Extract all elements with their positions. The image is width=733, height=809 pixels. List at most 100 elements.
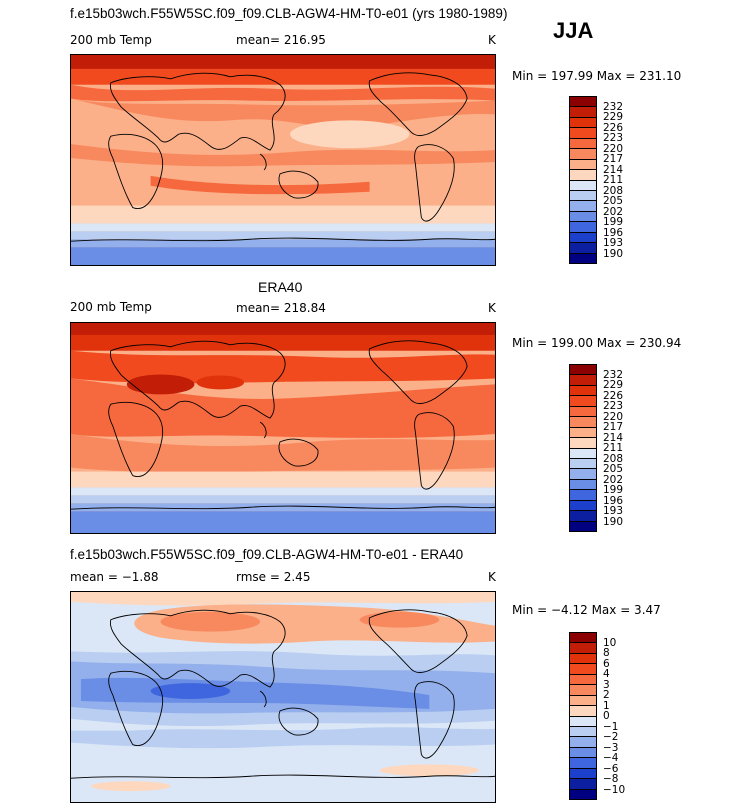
colorbar-tick-label: 190 xyxy=(603,247,624,260)
colorbar-swatch xyxy=(570,128,596,139)
colorbar-tick-label: 217 xyxy=(603,153,624,165)
colorbar-tick-label: 214 xyxy=(603,431,624,444)
colorbar-tick-label: 202 xyxy=(603,205,624,218)
colorbar-tick-label: 217 xyxy=(603,421,624,433)
colorbar-tick-label: 1 xyxy=(603,699,610,712)
colorbar-swatch xyxy=(570,396,596,407)
colorbar-tick-label: 232 xyxy=(603,100,624,113)
colorbar-tick-label: 199 xyxy=(603,484,624,496)
colorbar-tick-label: 196 xyxy=(603,226,624,239)
colorbar-tick-label: −4 xyxy=(603,752,619,764)
colorbar-swatch xyxy=(570,243,596,254)
panel3-range-label: Min = −4.12 Max = 3.47 xyxy=(512,603,661,617)
panel2-title: ERA40 xyxy=(258,279,303,295)
colorbar-swatch xyxy=(570,706,596,717)
colorbar-tick-label: 205 xyxy=(603,463,624,475)
panel1-colorbar xyxy=(569,96,597,264)
colorbar-tick-label: 205 xyxy=(603,195,624,207)
colorbar-tick-label: −10 xyxy=(603,783,626,796)
colorbar-tick-label: −8 xyxy=(603,773,619,785)
panel1-variable-label: 200 mb Temp xyxy=(70,33,152,47)
colorbar-tick-label: 8 xyxy=(603,647,610,659)
colorbar-tick-label: 226 xyxy=(603,389,624,402)
panel1-range-label: Min = 197.99 Max = 231.10 xyxy=(512,69,682,83)
colorbar-swatch xyxy=(570,253,596,263)
colorbar-swatch xyxy=(570,427,596,439)
colorbar-tick-label: 3 xyxy=(603,678,610,691)
panel2-units-label: K xyxy=(488,301,496,315)
colorbar-tick-label: 229 xyxy=(603,379,624,391)
colorbar-swatch xyxy=(570,490,596,501)
colorbar-tick-label: 220 xyxy=(603,142,624,155)
colorbar-tick-label: 208 xyxy=(603,184,624,197)
colorbar-swatch xyxy=(570,190,596,202)
colorbar-swatch xyxy=(570,159,596,171)
colorbar-swatch xyxy=(570,117,596,129)
colorbar-swatch xyxy=(570,107,596,118)
panel2-colorbar xyxy=(569,364,597,532)
colorbar-swatch xyxy=(570,653,596,665)
colorbar-tick-label: 199 xyxy=(603,216,624,228)
colorbar-tick-label: 214 xyxy=(603,163,624,176)
colorbar-swatch xyxy=(570,685,596,696)
colorbar-tick-label: 226 xyxy=(603,121,624,134)
panel3-units-label: K xyxy=(488,570,496,584)
panel2-range-label: Min = 199.00 Max = 230.94 xyxy=(512,336,682,350)
panel1-units-label: K xyxy=(488,33,496,47)
colorbar-tick-label: 2 xyxy=(603,689,610,701)
colorbar-swatch xyxy=(570,211,596,223)
colorbar-swatch xyxy=(570,385,596,397)
colorbar-tick-label: 193 xyxy=(603,505,624,517)
panel3-map xyxy=(70,591,496,803)
colorbar-tick-label: 211 xyxy=(603,174,624,186)
colorbar-tick-label: 208 xyxy=(603,452,624,465)
colorbar-swatch xyxy=(570,469,596,480)
colorbar-swatch xyxy=(570,779,596,790)
colorbar-swatch xyxy=(570,201,596,212)
colorbar-swatch xyxy=(570,170,596,181)
colorbar-tick-label: −1 xyxy=(603,720,619,733)
colorbar-tick-label: 211 xyxy=(603,442,624,454)
panel1-title: f.e15b03wch.F55W5SC.f09_f09.CLB-AGW4-HM-… xyxy=(70,6,508,21)
colorbar-tick-label: −6 xyxy=(603,762,619,775)
colorbar-swatch xyxy=(570,149,596,160)
colorbar-tick-label: 6 xyxy=(603,657,610,670)
colorbar-swatch xyxy=(570,448,596,459)
colorbar-tick-label: 229 xyxy=(603,111,624,123)
colorbar-swatch xyxy=(570,674,596,686)
panel3-colorbar xyxy=(569,632,597,800)
colorbar-tick-label: 196 xyxy=(603,494,624,507)
colorbar-swatch xyxy=(570,97,596,108)
colorbar-swatch xyxy=(570,695,596,707)
colorbar-swatch xyxy=(570,222,596,233)
colorbar-tick-label: 0 xyxy=(603,710,610,722)
colorbar-swatch xyxy=(570,500,596,512)
colorbar-tick-label: 190 xyxy=(603,515,624,528)
colorbar-swatch xyxy=(570,726,596,738)
colorbar-swatch xyxy=(570,375,596,386)
colorbar-swatch xyxy=(570,138,596,150)
colorbar-swatch xyxy=(570,511,596,522)
colorbar-swatch xyxy=(570,180,596,191)
season-label: JJA xyxy=(553,18,594,43)
colorbar-swatch xyxy=(570,365,596,376)
colorbar-tick-label: 4 xyxy=(603,668,610,680)
panel3-mean-label: mean = −1.88 xyxy=(70,570,159,584)
colorbar-tick-label: 202 xyxy=(603,473,624,486)
colorbar-tick-label: 223 xyxy=(603,400,624,412)
panel1-map xyxy=(70,54,496,266)
colorbar-swatch xyxy=(570,768,596,780)
colorbar-swatch xyxy=(570,643,596,654)
colorbar-tick-label: −3 xyxy=(603,741,619,754)
panel3-title: f.e15b03wch.F55W5SC.f09_f09.CLB-AGW4-HM-… xyxy=(70,547,464,562)
colorbar-tick-label: 10 xyxy=(603,636,617,649)
colorbar-swatch xyxy=(570,716,596,727)
colorbar-tick-label: 232 xyxy=(603,368,624,381)
colorbar-swatch xyxy=(570,664,596,675)
colorbar-tick-label: 193 xyxy=(603,237,624,249)
colorbar-swatch xyxy=(570,406,596,418)
colorbar-swatch xyxy=(570,737,596,748)
colorbar-swatch xyxy=(570,458,596,470)
colorbar-swatch xyxy=(570,232,596,244)
colorbar-tick-label: −2 xyxy=(603,731,619,743)
